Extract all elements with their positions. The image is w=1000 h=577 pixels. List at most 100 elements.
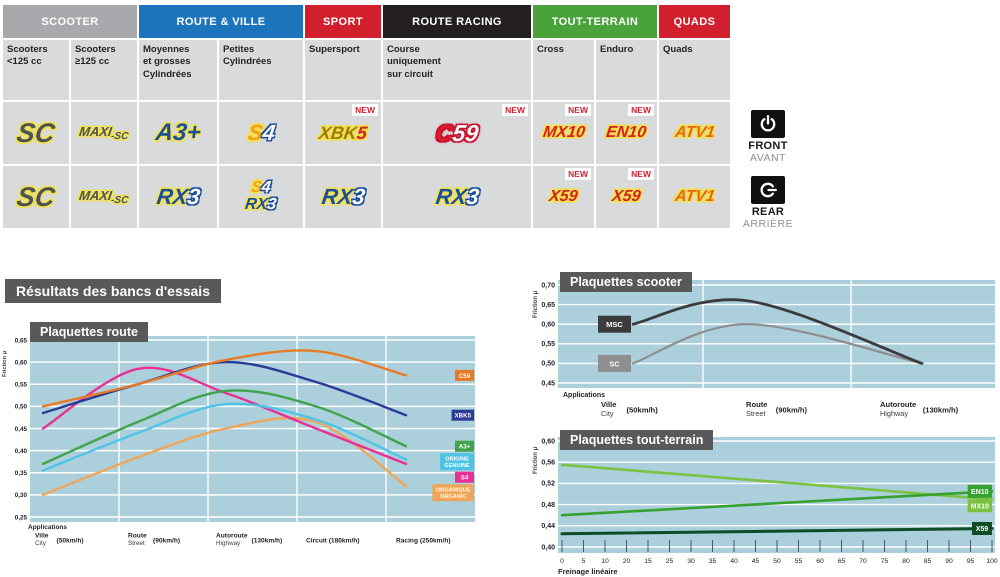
logo-rx3: RX3 (244, 196, 278, 213)
subheader-course: Course uniquement sur circuit (383, 40, 531, 100)
series-line-sc (631, 323, 924, 365)
svg-text:Street: Street (128, 540, 145, 547)
svg-text:0,25: 0,25 (15, 514, 28, 521)
svg-text:40: 40 (730, 558, 738, 565)
legend-chip-en10 (967, 484, 993, 498)
logo-rx3: RX3 (154, 184, 202, 209)
logo-xbk5: XBK5 (317, 123, 369, 143)
svg-text:0,30: 0,30 (15, 492, 28, 499)
front-rear-legend: FRONT AVANT REAR ARRIÈRE (733, 110, 803, 242)
svg-text:EN10: EN10 (971, 489, 989, 496)
scooter-chart-title: Plaquettes scooter (560, 272, 692, 292)
logo-en10: EN10 (605, 124, 648, 141)
logo-c59: C59 (434, 119, 481, 146)
svg-text:85: 85 (924, 558, 932, 565)
product-cell: RX3 (139, 166, 217, 228)
svg-text:Friction μ: Friction μ (533, 446, 539, 474)
svg-text:Street: Street (746, 409, 765, 418)
legend-chip-organiqueorganic (432, 484, 475, 502)
new-badge: NEW (352, 104, 378, 116)
group-header-quads: QUADS (659, 5, 730, 38)
logo-x59: X59 (548, 188, 579, 205)
catalog-table: SCOOTER ROUTE & VILLE SPORT ROUTE RACING TOU… (3, 5, 730, 228)
logo-s4: S4 (245, 120, 277, 145)
product-cell: NEW C59 (383, 102, 531, 164)
svg-text:100: 100 (986, 558, 998, 565)
svg-text:(90km/h): (90km/h) (153, 537, 180, 544)
legend-chip-sc (598, 354, 631, 372)
svg-text:75: 75 (881, 558, 889, 565)
logo-s4: S4 (250, 179, 273, 197)
product-cell: ATV1 (659, 166, 730, 228)
new-badge: NEW (565, 168, 591, 180)
svg-text:(130km/h): (130km/h) (923, 406, 959, 415)
svg-text:0,50: 0,50 (15, 404, 28, 411)
group-header-routeracing: ROUTE RACING (383, 5, 531, 38)
group-header-toutterrain: TOUT-TERRAIN (533, 5, 657, 38)
series-line-c59 (41, 349, 408, 408)
legend-chip-x59 (971, 522, 992, 535)
product-cell: NEW X59 (533, 166, 594, 228)
logo-maxisc: MAXI-SC (78, 123, 130, 142)
new-badge: NEW (565, 104, 591, 116)
svg-text:80: 80 (902, 558, 910, 565)
svg-text:(50km/h): (50km/h) (57, 537, 84, 544)
new-badge: NEW (628, 104, 654, 116)
subheader-petites: Petites Cylindrées (219, 40, 303, 100)
series-line-originegenuine (41, 402, 408, 472)
subheader-scooters: Scooters <125 cc (3, 40, 69, 100)
logo-x59: X59 (611, 188, 642, 205)
svg-text:Applications: Applications (563, 392, 605, 399)
svg-text:Highway: Highway (216, 540, 241, 547)
svg-text:95: 95 (967, 558, 975, 565)
svg-text:Freinage linéaire: Freinage linéaire (558, 567, 618, 576)
svg-text:0,60: 0,60 (541, 438, 555, 445)
svg-text:(50km/h): (50km/h) (627, 406, 659, 415)
svg-text:Ville: Ville (601, 400, 616, 409)
svg-text:Friction μ: Friction μ (533, 290, 539, 318)
product-cell: MAXI-SC (71, 166, 137, 228)
product-cell: NEW EN10 (596, 102, 657, 164)
logo-a3: A3+ (153, 119, 203, 146)
group-header-routeville: ROUTE & VILLE (139, 5, 303, 38)
subheader-quads: Quads (659, 40, 730, 100)
subheader-enduro: Enduro (596, 40, 657, 100)
svg-text:Highway: Highway (880, 409, 908, 418)
svg-text:A3+: A3+ (459, 444, 471, 451)
svg-text:25: 25 (666, 558, 674, 565)
scooter-chart: 0,70 0,65 0,60 0,55 0,50 0,45 Friction μ MSC SC A… (533, 280, 995, 418)
series-line-a3 (41, 389, 408, 466)
route-chart-title: Plaquettes route (30, 322, 148, 342)
product-cell: RX3 (305, 166, 381, 228)
product-cell: ATV1 (659, 102, 730, 164)
product-cell: MAXI-SC (71, 102, 137, 164)
product-cell: A3+ (139, 102, 217, 164)
svg-text:X59: X59 (976, 526, 989, 533)
logo-mx10: MX10 (541, 124, 586, 141)
logo-sc: SC (15, 181, 57, 212)
svg-text:70: 70 (859, 558, 867, 565)
svg-text:0,50: 0,50 (541, 361, 555, 368)
front-disc-icon (751, 110, 785, 138)
logo-atv1: ATV1 (673, 188, 716, 205)
product-cell: NEW X59 (596, 166, 657, 228)
logo-rx3: RX3 (319, 184, 367, 209)
front-label: FRONT (748, 140, 788, 152)
legend-chip-a3 (455, 440, 474, 452)
results-section-title: Résultats des bancs d'essais (5, 279, 221, 303)
svg-text:City: City (35, 540, 47, 547)
svg-text:30: 30 (687, 558, 695, 565)
logo-rx3: RX3 (433, 184, 481, 209)
subheader-supersport: Supersport (305, 40, 381, 100)
route-chart: 0,65 0,60 0,55 0,50 0,45 0,40 0,35 0,30 0,25 Fric… (2, 336, 475, 547)
svg-text:ORGANIQUE: ORGANIQUE (436, 488, 471, 494)
legend-chip-mx10 (967, 499, 993, 513)
svg-text:(90km/h): (90km/h) (776, 406, 808, 415)
svg-text:ORGANIC: ORGANIC (440, 494, 466, 500)
svg-text:SC: SC (609, 359, 620, 368)
svg-text:0: 0 (560, 558, 564, 565)
svg-text:35: 35 (709, 558, 717, 565)
product-cell: S4 RX3 (219, 166, 303, 228)
tt-chart: 0,60 0,56 0,52 0,48 0,44 0,40 Friction μ EN10 MX… (533, 437, 998, 576)
